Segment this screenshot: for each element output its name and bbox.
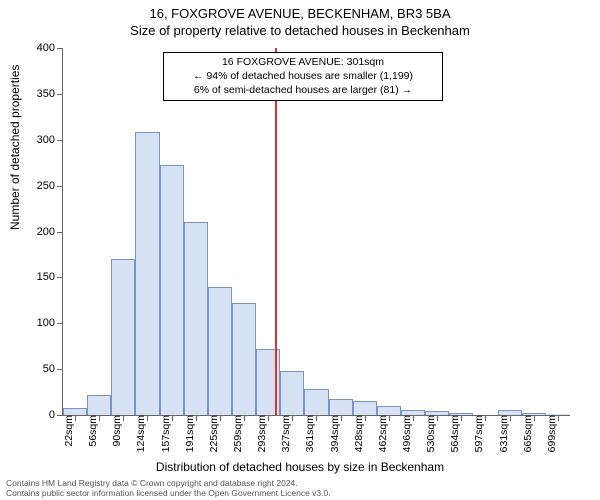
footer-line1: Contains HM Land Registry data © Crown c… (6, 478, 331, 488)
x-tick (268, 415, 269, 421)
y-tick-label: 250 (25, 180, 55, 192)
x-tick-label: 157sqm (160, 415, 172, 452)
bar (377, 406, 401, 415)
annotation-box: 16 FOXGROVE AVENUE: 301sqm ← 94% of deta… (163, 52, 443, 101)
x-tick-label: 394sqm (329, 415, 341, 452)
x-tick-label: 462sqm (377, 415, 389, 452)
x-tick (75, 415, 76, 421)
bar-slot: 631sqm (498, 48, 522, 415)
x-tick (558, 415, 559, 421)
bar-slot: 327sqm (280, 48, 304, 415)
x-tick-label: 496sqm (401, 415, 413, 452)
bar-slot: 259sqm (232, 48, 256, 415)
y-tick-label: 150 (25, 271, 55, 283)
x-tick-label: 259sqm (232, 415, 244, 452)
bar-slot: 394sqm (329, 48, 353, 415)
x-tick-label: 699sqm (546, 415, 558, 452)
x-tick-label: 530sqm (425, 415, 437, 452)
x-tick-label: 361sqm (304, 415, 316, 452)
y-tick-label: 200 (25, 226, 55, 238)
annotation-line2: ← 94% of detached houses are smaller (1,… (170, 69, 436, 83)
footer-line2: Contains public sector information licen… (6, 488, 331, 498)
y-axis-label: Number of detached properties (8, 65, 22, 230)
x-tick-label: 327sqm (280, 415, 292, 452)
marker-line (275, 48, 277, 415)
y-tick-label: 350 (25, 88, 55, 100)
x-tick (461, 415, 462, 421)
histogram-chart: 050100150200250300350400 22sqm56sqm90sqm… (62, 48, 570, 416)
bar-slot: 428sqm (353, 48, 377, 415)
bar-slot: 124sqm (135, 48, 159, 415)
bar-slot: 361sqm (304, 48, 328, 415)
bar (232, 303, 256, 415)
bar-slot: 225sqm (208, 48, 232, 415)
y-tick-label: 50 (25, 363, 55, 375)
bar-slot: 157sqm (160, 48, 184, 415)
bar-slot: 564sqm (449, 48, 473, 415)
bars-container: 22sqm56sqm90sqm124sqm157sqm191sqm225sqm2… (63, 48, 570, 415)
x-tick-label: 22sqm (63, 415, 75, 447)
x-tick-label: 225sqm (208, 415, 220, 452)
bar (87, 395, 111, 415)
x-tick (292, 415, 293, 421)
x-tick-label: 564sqm (449, 415, 461, 452)
page-title-address: 16, FOXGROVE AVENUE, BECKENHAM, BR3 5BA (0, 0, 600, 21)
bar-slot: 665sqm (522, 48, 546, 415)
bar (184, 222, 208, 415)
bar-slot: 699sqm (546, 48, 570, 415)
bar (280, 371, 304, 415)
bar-slot: 496sqm (401, 48, 425, 415)
x-tick (437, 415, 438, 421)
bar (353, 401, 377, 415)
page-title-sub: Size of property relative to detached ho… (0, 21, 600, 38)
x-tick-label: 631sqm (498, 415, 510, 452)
y-tick-label: 0 (25, 409, 55, 421)
y-tick-label: 100 (25, 317, 55, 329)
x-tick (485, 415, 486, 421)
bar (329, 399, 353, 416)
bar (160, 165, 184, 415)
x-tick-label: 428sqm (353, 415, 365, 452)
x-tick-label: 665sqm (522, 415, 534, 452)
x-tick (244, 415, 245, 421)
x-tick (99, 415, 100, 421)
annotation-line3: 6% of semi-detached houses are larger (8… (170, 83, 436, 97)
bar (304, 389, 328, 415)
bar-slot: 191sqm (184, 48, 208, 415)
x-tick (220, 415, 221, 421)
x-tick-label: 191sqm (184, 415, 196, 452)
annotation-line1: 16 FOXGROVE AVENUE: 301sqm (170, 55, 436, 69)
footer-attribution: Contains HM Land Registry data © Crown c… (6, 478, 331, 498)
x-tick (147, 415, 148, 421)
x-tick-label: 56sqm (87, 415, 99, 447)
x-tick (413, 415, 414, 421)
bar (135, 132, 159, 415)
bar-slot: 90sqm (111, 48, 135, 415)
y-tick-label: 300 (25, 134, 55, 146)
bar-slot: 597sqm (473, 48, 497, 415)
x-tick-label: 124sqm (135, 415, 147, 452)
x-tick-label: 597sqm (473, 415, 485, 452)
x-tick-label: 293sqm (256, 415, 268, 452)
bar-slot: 462sqm (377, 48, 401, 415)
bar (111, 259, 135, 415)
x-tick (316, 415, 317, 421)
y-tick-label: 400 (25, 42, 55, 54)
x-tick (123, 415, 124, 421)
x-tick (389, 415, 390, 421)
bar (208, 287, 232, 415)
x-tick-label: 90sqm (111, 415, 123, 447)
bar-slot: 56sqm (87, 48, 111, 415)
x-axis-label: Distribution of detached houses by size … (0, 460, 600, 474)
bar-slot: 22sqm (63, 48, 87, 415)
bar-slot: 530sqm (425, 48, 449, 415)
